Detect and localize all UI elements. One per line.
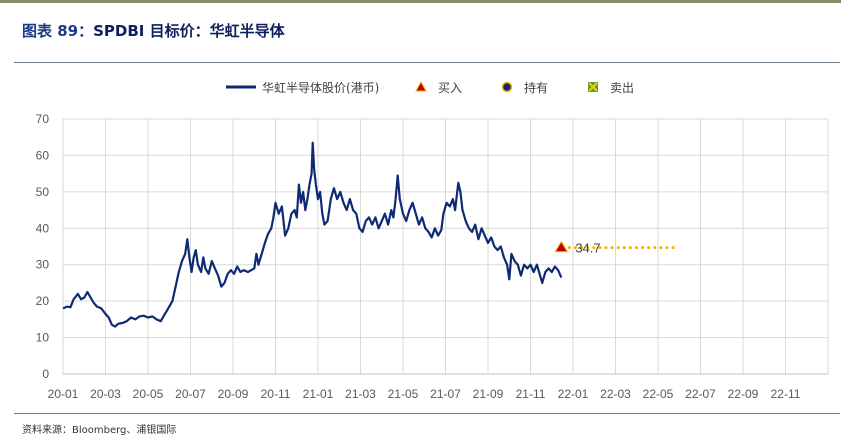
- y-axis: 0 10 20 30 40 50 60 70: [36, 112, 50, 381]
- legend-item: 持有: [501, 80, 548, 95]
- annotation-layer: 34.7: [554, 240, 679, 256]
- x-tick-label: 21-05: [388, 387, 419, 401]
- y-tick-label: 50: [36, 185, 50, 199]
- legend-item: 华虹半导体股价(港币): [226, 81, 379, 95]
- chart-legend: 华虹半导体股价(港币) 买入 持有 卖出: [226, 80, 634, 95]
- y-tick-label: 40: [36, 221, 50, 235]
- x-tick-label: 21-03: [345, 387, 376, 401]
- x-tick-label: 20-09: [218, 387, 249, 401]
- y-tick-label: 60: [36, 148, 50, 162]
- y-tick-label: 0: [42, 367, 49, 381]
- triangle-icon: [415, 80, 427, 92]
- x-tick-label: 20-01: [48, 387, 79, 401]
- legend-item: 卖出: [588, 81, 634, 95]
- x-tick-label: 22-09: [728, 387, 759, 401]
- legend-label: 华虹半导体股价(港币): [262, 81, 379, 95]
- y-tick-label: 20: [36, 294, 50, 308]
- legend-item: 买入: [415, 80, 462, 95]
- figure-number: 图表 89：: [22, 22, 94, 40]
- x-tick-label: 20-03: [90, 387, 121, 401]
- legend-label: 买入: [438, 81, 462, 95]
- chart-grid: [62, 118, 829, 375]
- x-tick-label: 22-03: [600, 387, 631, 401]
- x-tick-label: 21-11: [516, 387, 546, 401]
- x-tick-label: 21-09: [473, 387, 504, 401]
- x-tick-label: 20-05: [133, 387, 164, 401]
- title-rule: [14, 62, 840, 63]
- series-layer: [62, 141, 563, 328]
- y-tick-label: 30: [36, 258, 50, 272]
- buy-marker: [554, 240, 569, 253]
- bottom-rule: [14, 413, 840, 414]
- x-tick-label: 20-07: [175, 387, 206, 401]
- y-tick-label: 10: [36, 331, 50, 345]
- y-tick-label: 70: [36, 112, 50, 126]
- top-rule: [0, 0, 841, 3]
- x-tick-label: 22-07: [685, 387, 716, 401]
- target-price-label: 34.7: [575, 241, 600, 256]
- price-line: [62, 141, 563, 328]
- figure-title-text: SPDBI 目标价：华虹半导体: [93, 22, 285, 40]
- x-tick-label: 22-11: [771, 387, 801, 401]
- x-axis: 20-01 20-03 20-05 20-07 20-09 20-11 21-01 21-03…: [48, 387, 801, 401]
- x-tick-label: 21-01: [303, 387, 334, 401]
- x-tick-label: 21-07: [430, 387, 461, 401]
- legend-label: 卖出: [610, 81, 634, 95]
- figure-title: 图表 89：SPDBI 目标价：华虹半导体: [22, 20, 285, 42]
- x-tick-label: 22-01: [558, 387, 589, 401]
- legend-label: 持有: [524, 80, 548, 95]
- x-tick-label: 22-05: [643, 387, 674, 401]
- x-mark-icon: [588, 82, 598, 92]
- x-tick-label: 20-11: [261, 387, 291, 401]
- circle-icon: [501, 81, 513, 93]
- source-note: 资料来源：Bloomberg、浦银国际: [22, 425, 177, 436]
